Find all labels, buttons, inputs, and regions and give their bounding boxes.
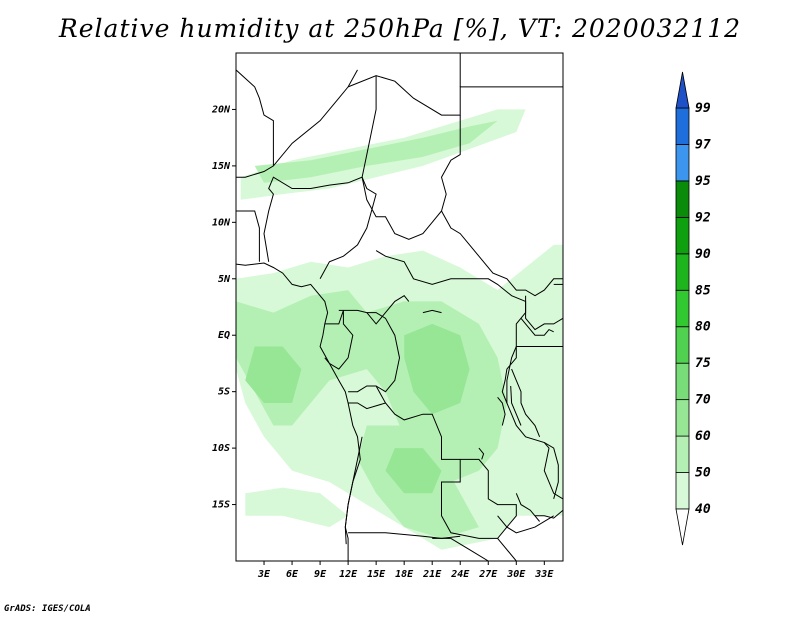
country-border [497, 396, 506, 426]
humidity-region-70 [404, 323, 470, 415]
lat-tick-label: EQ [218, 330, 230, 341]
lon-tick-label: 33E [534, 569, 554, 580]
colorbar-bottom-arrow [675, 508, 690, 546]
humidity-region-70 [245, 346, 302, 403]
humidity-region-70 [385, 448, 442, 494]
country-border [361, 75, 461, 240]
lat-tick-label: 15N [212, 161, 231, 172]
country-borders [236, 53, 563, 561]
country-border [432, 535, 461, 539]
colorbar-swatch-60 [675, 435, 690, 473]
colorbar-swatch-90 [675, 253, 690, 291]
colorbar-swatch-80 [675, 326, 690, 364]
lon-tick-label: 21E [422, 569, 442, 580]
map-title: Relative humidity at 250hPa [%], VT: 202… [58, 14, 742, 43]
longitude-axis: 3E 6E 9E 12E 15E 18E 21E 24E 27E 30E 33E [257, 561, 554, 580]
lat-tick-label: 10S [212, 443, 230, 454]
country-border [497, 538, 518, 561]
country-border [319, 176, 377, 280]
humidity-region-60 [254, 120, 498, 183]
country-border [441, 210, 563, 297]
colorbar-label: 85 [695, 283, 711, 298]
humidity-region-50 [245, 487, 349, 528]
colorbar-swatch-75 [675, 362, 690, 401]
country-border [324, 310, 354, 370]
colorbar-swatch-97 [675, 144, 690, 182]
country-border [497, 515, 554, 534]
country-border [525, 295, 563, 331]
country-border [511, 368, 541, 437]
country-border [366, 295, 410, 325]
lat-tick-label: 15S [212, 500, 230, 511]
country-border [422, 309, 442, 314]
country-border [347, 75, 563, 116]
lat-tick-label: 20N [211, 104, 231, 115]
country-border [501, 346, 517, 404]
country-border [544, 442, 559, 500]
country-border [450, 537, 489, 561]
colorbar-label: 90 [695, 247, 711, 262]
colorbar: 40 50 60 70 75 80 85 90 92 95 97 99 [675, 71, 711, 546]
country-border [236, 262, 361, 545]
colorbar-label: 50 [695, 466, 711, 481]
country-border [348, 402, 386, 410]
lon-tick-label: 15E [367, 569, 386, 580]
lon-tick-label: 18E [395, 569, 414, 580]
lon-tick-label: 3E [257, 569, 271, 580]
country-border [236, 210, 260, 262]
colorbar-label: 80 [695, 320, 711, 335]
lat-tick-label: 10N [212, 217, 231, 228]
country-border [263, 176, 349, 262]
country-border [535, 509, 563, 519]
colorbar-swatch-95 [675, 180, 690, 218]
latitude-axis: 20N 15N 10N 5N EQ 5S 10S 15S [211, 104, 236, 511]
colorbar-swatch-70 [675, 399, 690, 437]
colorbar-label: 92 [695, 210, 711, 225]
humidity-field [236, 109, 563, 550]
grads-credit: GrADS: IGES/COLA [4, 604, 91, 614]
colorbar-swatch-50 [675, 472, 690, 510]
colorbar-swatch-92 [675, 216, 690, 255]
colorbar-label: 97 [695, 137, 711, 152]
colorbar-label: 40 [695, 502, 711, 517]
country-border [236, 69, 274, 166]
country-border [510, 385, 522, 426]
country-border [515, 493, 540, 522]
colorbar-label: 70 [695, 393, 711, 408]
colorbar-label: 60 [695, 429, 711, 444]
lat-tick-label: 5S [218, 387, 230, 398]
country-border [520, 317, 554, 336]
country-border [338, 309, 401, 393]
country-border [348, 385, 517, 539]
country-border [478, 447, 485, 460]
lon-tick-label: 12E [339, 569, 358, 580]
colorbar-top-arrow [675, 71, 690, 109]
lon-tick-label: 30E [506, 569, 526, 580]
lon-tick-label: 27E [478, 569, 498, 580]
lat-tick-label: 5N [218, 274, 231, 285]
colorbar-swatch-85 [675, 289, 690, 328]
colorbar-label: 99 [695, 101, 711, 116]
colorbar-swatch-99 [675, 107, 690, 145]
country-border [236, 69, 358, 178]
colorbar-label: 95 [695, 174, 711, 189]
colorbar-label: 75 [695, 356, 711, 371]
lon-tick-label: 9E [314, 569, 327, 580]
lon-tick-label: 24E [450, 569, 470, 580]
lon-tick-label: 6E [286, 569, 299, 580]
map-frame [235, 52, 564, 562]
